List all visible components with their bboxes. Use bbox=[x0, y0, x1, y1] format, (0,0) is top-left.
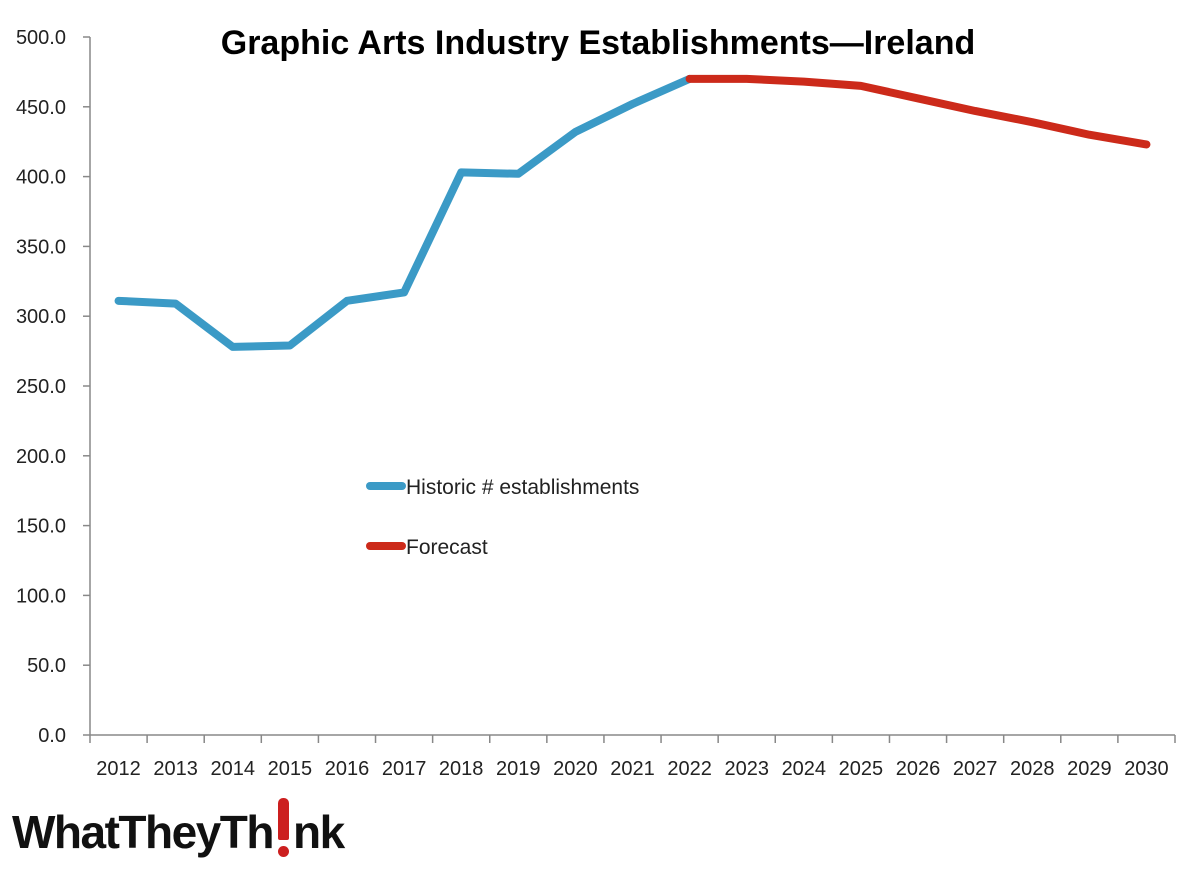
legend: Historic # establishments Forecast bbox=[366, 476, 639, 559]
x-tick-label: 2015 bbox=[268, 758, 313, 780]
x-tick-label: 2016 bbox=[325, 758, 370, 780]
chart-title: Graphic Arts Industry Establishments—Ire… bbox=[221, 24, 975, 62]
y-tick-label: 450.0 bbox=[16, 97, 66, 119]
y-tick-label: 300.0 bbox=[16, 306, 66, 328]
x-tick-label: 2021 bbox=[610, 758, 655, 780]
legend-label: Forecast bbox=[406, 536, 488, 559]
whattheythink-logo: WhatTheyTh nk bbox=[12, 798, 345, 859]
x-tick-label: 2023 bbox=[724, 758, 769, 780]
x-tick-label: 2014 bbox=[211, 758, 256, 780]
y-tick-label: 50.0 bbox=[27, 655, 66, 677]
x-tick-label: 2013 bbox=[153, 758, 198, 780]
x-axis-ticks: 2012 2013 2014 2015 2016 2017 2018 2019 2020 2021… bbox=[89, 735, 1176, 780]
x-tick-label: 2029 bbox=[1067, 758, 1112, 780]
x-tick-label: 2018 bbox=[439, 758, 484, 780]
x-tick-label: 2028 bbox=[1010, 758, 1055, 780]
y-tick-label: 150.0 bbox=[16, 516, 66, 538]
x-tick-label: 2020 bbox=[553, 758, 598, 780]
x-tick-label: 2027 bbox=[953, 758, 998, 780]
y-tick-label: 0.0 bbox=[38, 725, 66, 747]
series-line-historic bbox=[114, 74, 694, 351]
x-tick-label: 2019 bbox=[496, 758, 541, 780]
axes bbox=[89, 37, 1175, 736]
logo-exclaim-icon bbox=[277, 798, 290, 858]
x-tick-label: 2022 bbox=[667, 758, 712, 780]
series-line-forecast bbox=[685, 74, 1151, 149]
x-tick-label: 2026 bbox=[896, 758, 941, 780]
x-tick-label: 2012 bbox=[96, 758, 141, 780]
y-tick-label: 250.0 bbox=[16, 376, 66, 398]
x-tick-label: 2024 bbox=[782, 758, 827, 780]
y-tick-label: 400.0 bbox=[16, 167, 66, 189]
x-tick-label: 2017 bbox=[382, 758, 427, 780]
legend-label: Historic # establishments bbox=[406, 476, 639, 499]
y-tick-label: 100.0 bbox=[16, 585, 66, 607]
logo-text-nk: nk bbox=[292, 806, 345, 858]
series-lines bbox=[114, 74, 1151, 351]
y-tick-label: 200.0 bbox=[16, 446, 66, 468]
x-tick-label: 2025 bbox=[839, 758, 884, 780]
y-axis-ticks: 0.0 50.0 100.0 150.0 200.0 250.0 300.0 350.0 400… bbox=[16, 27, 90, 747]
y-tick-label: 350.0 bbox=[16, 236, 66, 258]
x-tick-label: 2030 bbox=[1124, 758, 1169, 780]
y-tick-label: 500.0 bbox=[16, 27, 66, 49]
logo-text-what: WhatTheyTh bbox=[12, 806, 274, 858]
